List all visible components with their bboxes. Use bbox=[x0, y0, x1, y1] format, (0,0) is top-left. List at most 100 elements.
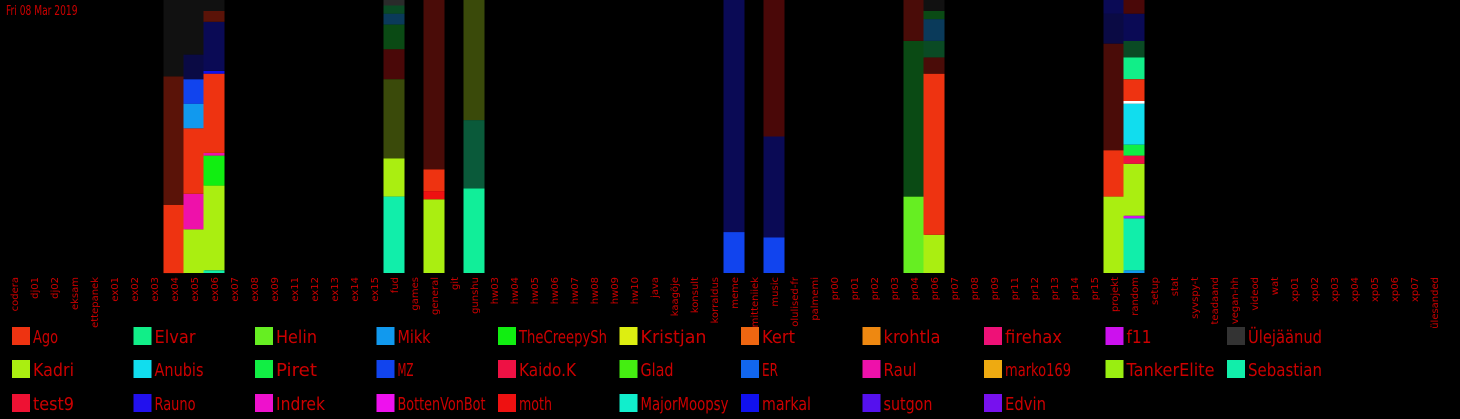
x-tick-label-69: xp06 bbox=[1390, 277, 1401, 302]
x-tick-label-39: olulised-fr bbox=[790, 276, 801, 327]
bar-segment-pr06-5 bbox=[923, 10, 945, 20]
legend-label-25: BottenVonBot bbox=[398, 394, 486, 415]
bar-segment-music-0 bbox=[763, 237, 785, 273]
legend-label-9: f11 bbox=[1127, 327, 1152, 348]
x-tick-label-14: ex11 bbox=[290, 277, 301, 302]
x-tick-label-18: ex15 bbox=[370, 277, 381, 302]
bar-segment-random-1 bbox=[1123, 218, 1145, 271]
bar-segment-ex05-1 bbox=[183, 193, 205, 230]
bar-segment-pr06-6 bbox=[923, 0, 945, 11]
x-tick-label-65: xp02 bbox=[1310, 277, 1321, 302]
bar-segment-general-2 bbox=[423, 169, 445, 192]
legend-swatch-0 bbox=[12, 327, 30, 345]
bar-segment-random-8 bbox=[1123, 79, 1145, 101]
bar-segment-fud-6 bbox=[383, 5, 405, 14]
legend-swatch-22 bbox=[12, 394, 30, 412]
legend-label-0: Ago bbox=[33, 327, 58, 348]
bar-segment-projekt-3 bbox=[1103, 13, 1125, 44]
x-tick-label-62: videod bbox=[1250, 277, 1261, 311]
legend-swatch-19 bbox=[984, 360, 1002, 378]
bar-segment-random-7 bbox=[1123, 101, 1145, 104]
legend-label-22: test9 bbox=[33, 394, 74, 415]
legend-label-1: Elvar bbox=[155, 327, 197, 348]
legend-label-28: markal bbox=[762, 394, 811, 415]
x-tick-label-12: ex08 bbox=[250, 277, 261, 302]
bar-segment-gunshu-2 bbox=[463, 0, 485, 121]
x-tick-label-63: wat bbox=[1270, 277, 1281, 295]
bar-segment-general-1 bbox=[423, 191, 445, 200]
legend-swatch-14 bbox=[376, 360, 395, 378]
legend-swatch-21 bbox=[1227, 360, 1245, 378]
x-tick-label-47: pr07 bbox=[950, 277, 961, 300]
legend-label-12: Anubis bbox=[155, 360, 204, 381]
bar-segment-pr06-4 bbox=[923, 19, 945, 41]
x-tick-label-50: pr11 bbox=[1010, 277, 1021, 300]
x-tick-label-49: pr09 bbox=[990, 277, 1001, 300]
legend-swatch-20 bbox=[1105, 360, 1124, 378]
legend-swatch-16 bbox=[619, 360, 638, 378]
x-tick-label-13: ex09 bbox=[270, 277, 281, 302]
x-tick-label-29: hw08 bbox=[590, 277, 601, 304]
bar-segment-ex05-0 bbox=[183, 229, 205, 273]
x-tick-label-53: pr14 bbox=[1070, 277, 1081, 300]
bar-segment-fud-7 bbox=[383, 0, 405, 6]
bar-segment-projekt-4 bbox=[1103, 0, 1125, 14]
bars-layer bbox=[163, 0, 1145, 274]
x-tick-label-54: pr15 bbox=[1090, 277, 1101, 300]
legend-swatch-1 bbox=[133, 327, 152, 345]
bar-segment-random-11 bbox=[1123, 13, 1145, 41]
bar-segment-random-0 bbox=[1123, 270, 1145, 273]
bar-segment-general-3 bbox=[423, 0, 445, 170]
x-tick-label-35: korraldus bbox=[710, 277, 721, 323]
x-tick-label-21: general bbox=[430, 277, 441, 315]
x-tick-label-41: pr00 bbox=[830, 277, 841, 300]
legend-label-19: marko169 bbox=[1005, 360, 1071, 381]
legend-swatch-7 bbox=[862, 327, 881, 345]
bar-segment-ex06-2 bbox=[203, 155, 225, 186]
x-tick-label-8: ex04 bbox=[170, 277, 181, 302]
bar-segment-ex06-0 bbox=[203, 270, 225, 273]
bar-segment-pr04-1 bbox=[903, 41, 925, 197]
legend-label-29: sutgon bbox=[884, 394, 933, 415]
x-tick-label-32: java bbox=[650, 277, 661, 299]
x-tick-label-70: xp07 bbox=[1410, 277, 1421, 302]
bar-segment-random-9 bbox=[1123, 57, 1145, 80]
bar-segment-projekt-2 bbox=[1103, 43, 1125, 151]
bar-segment-ex06-1 bbox=[203, 185, 225, 271]
legend-swatch-29 bbox=[862, 394, 881, 412]
legend-swatch-25 bbox=[376, 394, 395, 412]
bar-segment-ex06-3 bbox=[203, 152, 225, 156]
legend-label-13: Piret bbox=[276, 360, 317, 381]
bar-segment-random-6 bbox=[1123, 103, 1145, 145]
x-tick-label-1: dj01 bbox=[30, 277, 41, 299]
x-tick-label-37: mitteniiek bbox=[750, 277, 761, 328]
x-tick-label-61: vegan-hh bbox=[1230, 277, 1241, 324]
bar-segment-fud-4 bbox=[383, 24, 405, 50]
legend-label-5: Kristjan bbox=[641, 327, 707, 348]
legend-swatch-30 bbox=[984, 394, 1002, 412]
legend-swatch-23 bbox=[133, 394, 152, 412]
legend-label-2: Helin bbox=[276, 327, 317, 348]
legend-label-26: moth bbox=[519, 394, 552, 415]
x-tick-label-9: ex05 bbox=[190, 277, 201, 302]
bar-segment-ex04-0 bbox=[163, 204, 185, 274]
bar-segment-ex05-5 bbox=[183, 54, 205, 80]
x-tick-label-2: dj02 bbox=[50, 277, 61, 299]
bar-segment-random-5 bbox=[1123, 144, 1145, 156]
x-tick-label-34: konsult bbox=[690, 277, 701, 313]
bar-segment-meme-1 bbox=[723, 0, 745, 232]
legend-label-20: TankerElite bbox=[1126, 360, 1215, 381]
x-tick-label-25: hw04 bbox=[510, 277, 521, 304]
bar-segment-fud-0 bbox=[383, 196, 405, 273]
bar-segment-random-2 bbox=[1123, 215, 1145, 219]
x-tick-label-30: hw09 bbox=[610, 277, 621, 304]
bar-segment-ex06-6 bbox=[203, 21, 225, 71]
legend-label-3: Mikk bbox=[398, 327, 431, 348]
legend-swatch-3 bbox=[376, 327, 395, 345]
bar-segment-music-2 bbox=[763, 0, 785, 137]
legend-swatch-5 bbox=[619, 327, 638, 345]
x-axis-labels: codera dj01 dj02 eksam ettepanek ex01 ex02 ex03… bbox=[10, 276, 1441, 329]
x-tick-label-51: pr12 bbox=[1030, 277, 1041, 300]
legend-label-4: TheCreepySh bbox=[518, 327, 607, 348]
